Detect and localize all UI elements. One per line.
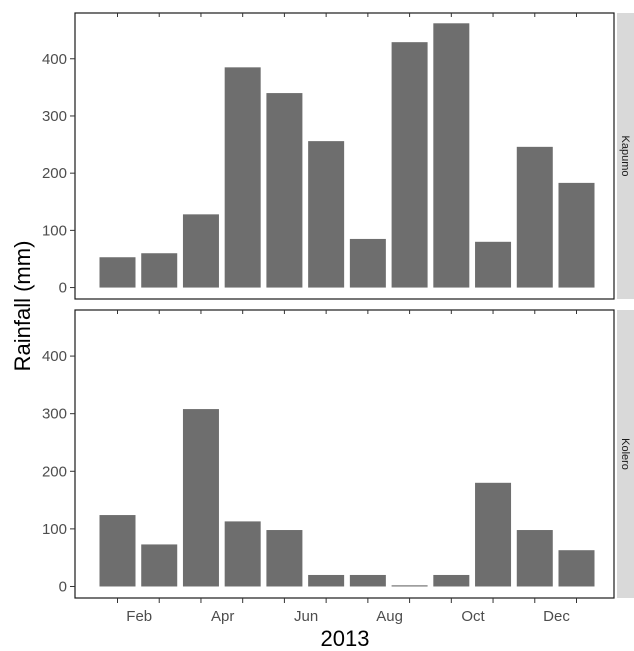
bar-nov bbox=[516, 146, 553, 288]
x-axis-title: 2013 bbox=[321, 626, 370, 651]
y-tick-label: 200 bbox=[42, 165, 67, 182]
bar-jun bbox=[308, 574, 345, 587]
facet-strip bbox=[617, 310, 634, 598]
bar-jan bbox=[99, 257, 136, 288]
y-tick-label: 400 bbox=[42, 51, 67, 68]
x-tick-label: Feb bbox=[126, 608, 152, 625]
y-tick-label: 0 bbox=[59, 280, 67, 297]
y-tick-label: 100 bbox=[42, 521, 67, 538]
bar-dec bbox=[558, 182, 595, 288]
facet-strip bbox=[617, 13, 634, 299]
bar-oct bbox=[475, 482, 512, 587]
y-tick-label: 300 bbox=[42, 406, 67, 423]
bar-may bbox=[266, 530, 303, 587]
panels: 0 100 200 300 400 Kapumo 0 100 200 300 400 Kolero bbox=[42, 12, 634, 599]
facet-label: Kapumo bbox=[619, 136, 631, 177]
bar-feb bbox=[141, 253, 178, 288]
bar-sep bbox=[433, 23, 470, 288]
x-tick-label: Apr bbox=[211, 608, 234, 625]
x-tick-label: Jun bbox=[294, 608, 318, 625]
x-axis: Feb Apr Jun Aug Oct Dec bbox=[117, 598, 577, 625]
bar-dec bbox=[558, 550, 595, 587]
bar-may bbox=[266, 93, 303, 288]
bar-jan bbox=[99, 515, 136, 587]
bar-jul bbox=[349, 574, 386, 587]
bar-aug bbox=[391, 585, 428, 587]
facet-label: Kolero bbox=[619, 438, 631, 470]
x-tick-label: Aug bbox=[376, 608, 403, 625]
bar-apr bbox=[224, 67, 261, 288]
bar-jul bbox=[349, 238, 386, 288]
y-axis-title: Rainfall (mm) bbox=[10, 241, 35, 372]
bar-oct bbox=[475, 241, 512, 288]
x-tick-label: Oct bbox=[461, 608, 485, 625]
bar-feb bbox=[141, 544, 178, 587]
bar-mar bbox=[182, 409, 219, 587]
y-tick-label: 0 bbox=[59, 578, 67, 595]
y-tick-label: 100 bbox=[42, 222, 67, 239]
bar-apr bbox=[224, 521, 261, 587]
bar-nov bbox=[516, 530, 553, 587]
y-tick-label: 400 bbox=[42, 348, 67, 365]
bar-mar bbox=[182, 214, 219, 288]
bar-sep bbox=[433, 574, 470, 587]
x-tick-label: Dec bbox=[543, 608, 570, 625]
panel-kapumo: 0 100 200 300 400 Kapumo bbox=[42, 12, 634, 300]
panel-kolero: 0 100 200 300 400 Kolero bbox=[42, 309, 634, 599]
y-tick-label: 300 bbox=[42, 108, 67, 125]
bar-jun bbox=[308, 141, 345, 288]
bar-aug bbox=[391, 42, 428, 288]
y-tick-label: 200 bbox=[42, 463, 67, 480]
